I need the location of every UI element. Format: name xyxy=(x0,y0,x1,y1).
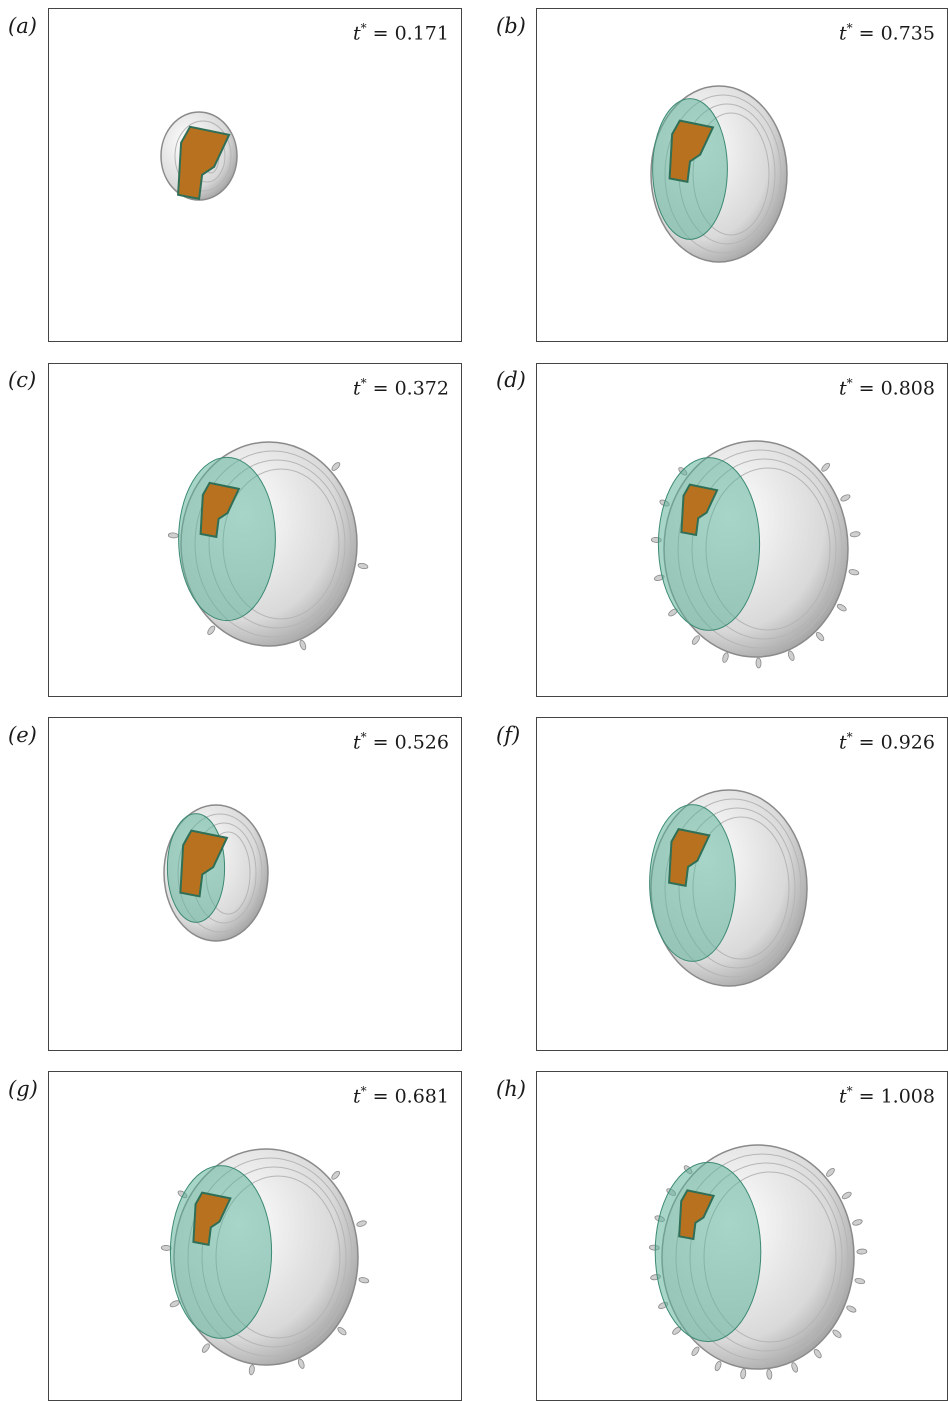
time-label-c: t* = 0.372 xyxy=(352,376,449,400)
panel-label-e: (e) xyxy=(8,723,37,747)
panel-a: t* = 0.171 xyxy=(48,8,462,342)
panel-label-f: (f) xyxy=(496,723,521,747)
fragment xyxy=(849,531,861,538)
green-inner-sheet xyxy=(657,457,761,631)
fragment xyxy=(840,494,851,502)
fragment xyxy=(791,1362,798,1373)
panel-label-a: (a) xyxy=(8,14,37,38)
shell-contour xyxy=(174,120,232,192)
fragment xyxy=(848,569,860,576)
panel-label-c: (c) xyxy=(8,368,37,392)
fragment xyxy=(854,1278,866,1285)
time-label-e: t* = 0.526 xyxy=(352,730,449,754)
fragment xyxy=(815,631,825,642)
fragment xyxy=(832,1329,842,1338)
fragment xyxy=(331,1170,340,1180)
green-inner-sheet xyxy=(178,456,276,622)
panel-b: t* = 0.735 xyxy=(536,8,948,342)
droplet-render-b xyxy=(650,85,788,263)
fragment xyxy=(813,1348,822,1359)
orange-core xyxy=(668,119,715,183)
fragment xyxy=(836,603,847,612)
fragment xyxy=(207,625,216,635)
fragment xyxy=(356,1220,367,1227)
droplet-render-g xyxy=(160,1148,370,1376)
droplet-render-e xyxy=(163,804,269,942)
panel-d: t* = 0.808 xyxy=(536,363,948,697)
panel-label-b: (b) xyxy=(496,14,526,38)
fragment xyxy=(358,1277,370,1284)
time-label-g: t* = 0.681 xyxy=(352,1084,449,1108)
panel-label-d: (d) xyxy=(496,368,526,392)
fragment xyxy=(740,1368,747,1380)
green-inner-sheet xyxy=(654,1161,762,1343)
droplet-render-f xyxy=(649,789,808,987)
panel-g: t* = 0.681 xyxy=(48,1071,462,1401)
orange-core xyxy=(177,125,231,200)
fragment xyxy=(755,657,762,669)
green-inner-sheet xyxy=(169,1165,273,1339)
fragment xyxy=(766,1368,773,1380)
time-label-d: t* = 0.808 xyxy=(838,376,935,400)
time-label-b: t* = 0.735 xyxy=(838,21,935,45)
orange-core xyxy=(680,483,719,537)
fragment xyxy=(856,1248,868,1255)
panel-e: t* = 0.526 xyxy=(48,717,462,1051)
fragment xyxy=(248,1364,255,1376)
orange-core xyxy=(192,1191,232,1246)
fragment xyxy=(331,462,341,471)
time-label-a: t* = 0.171 xyxy=(352,21,449,45)
fragment xyxy=(297,1358,305,1369)
time-label-h: t* = 1.008 xyxy=(838,1084,935,1108)
droplet-render-d xyxy=(650,440,861,669)
orange-core xyxy=(678,1189,716,1241)
fragment xyxy=(826,1167,835,1177)
fragment xyxy=(201,1343,210,1353)
orange-core xyxy=(179,829,229,898)
fragment xyxy=(337,1326,347,1336)
orange-core xyxy=(668,827,711,887)
panel-label-h: (h) xyxy=(496,1077,526,1101)
fragment xyxy=(714,1360,722,1372)
panel-f: t* = 0.926 xyxy=(536,717,948,1051)
panel-h: t* = 1.008 xyxy=(536,1071,948,1401)
green-inner-sheet xyxy=(649,804,736,962)
orange-core xyxy=(199,481,241,539)
fragment xyxy=(787,650,795,661)
fragment xyxy=(691,1346,700,1356)
panel-label-g: (g) xyxy=(8,1077,38,1101)
fragment xyxy=(846,1305,857,1313)
fragment xyxy=(691,635,700,645)
droplet-render-c xyxy=(167,441,369,651)
fragment xyxy=(722,652,729,663)
fragment xyxy=(167,532,179,539)
time-label-f: t* = 0.926 xyxy=(838,730,935,754)
fragment xyxy=(852,1219,863,1226)
droplet-render-h xyxy=(648,1144,868,1380)
fragment xyxy=(821,462,830,472)
fragment xyxy=(357,562,369,570)
fragment xyxy=(299,639,307,651)
panel-c: t* = 0.372 xyxy=(48,363,462,697)
fragment xyxy=(841,1191,852,1200)
droplet-render-a xyxy=(160,111,238,201)
